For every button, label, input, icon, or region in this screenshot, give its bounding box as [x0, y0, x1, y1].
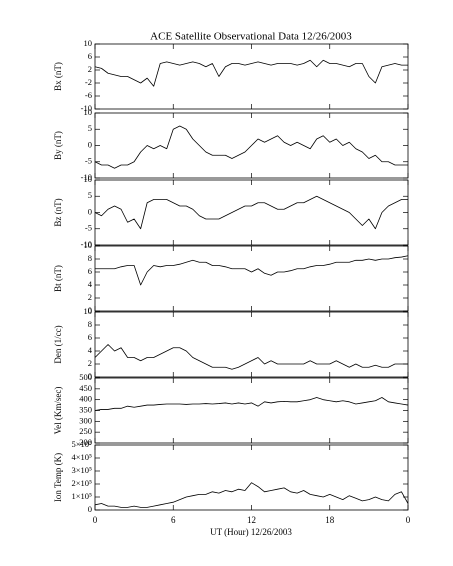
y-tick-label: 250 — [79, 426, 92, 436]
y-tick-label: 4 — [88, 345, 93, 355]
y-tick-label: 450 — [79, 383, 92, 393]
y-tick-label: 4 — [88, 279, 93, 289]
y-tick-label: 10 — [84, 38, 93, 48]
y-tick-label: -5 — [85, 223, 92, 233]
y-tick-label: 0 — [88, 504, 92, 514]
data-line — [94, 397, 409, 411]
data-line — [94, 482, 409, 508]
y-tick-label: 1×10⁵ — [71, 491, 92, 501]
y-axis-label: Bx (nT) — [53, 62, 63, 91]
x-tick-label: 0 — [406, 515, 411, 525]
y-tick-label: -10 — [81, 103, 92, 113]
y-tick-label: 0 — [88, 371, 92, 381]
y-tick-label: 8 — [88, 319, 92, 329]
y-axis-label: Bz (nT) — [53, 198, 63, 226]
y-tick-label: 0 — [88, 139, 92, 149]
y-tick-label: 500 — [79, 372, 92, 382]
y-tick-label: -2 — [85, 77, 92, 87]
x-tick-label: 0 — [93, 515, 98, 525]
y-axis-label: Den (1/cc) — [53, 325, 63, 363]
y-axis-label: Vel (Km/sec) — [53, 387, 63, 435]
x-tick-label: 6 — [171, 515, 176, 525]
y-axis-label: Bt (nT) — [53, 265, 63, 292]
panel-frame — [94, 179, 409, 246]
y-axis-label: By (nT) — [53, 131, 63, 160]
panel-frame — [94, 377, 409, 444]
y-tick-label: 5 — [88, 190, 92, 200]
y-tick-label: -6 — [85, 90, 92, 100]
data-line — [94, 195, 408, 230]
y-tick-label: -10 — [81, 172, 92, 182]
x-tick-label: 12 — [247, 515, 256, 525]
y-tick-label: 5 — [88, 123, 92, 133]
y-tick-label: 2 — [88, 358, 92, 368]
panel-frame — [94, 245, 409, 312]
y-tick-label: 6 — [88, 266, 92, 276]
chart-title: ACE Satellite Observational Data 12/26/2… — [150, 31, 352, 43]
y-tick-label: 6 — [88, 332, 92, 342]
y-tick-label: 5×10⁵ — [71, 439, 92, 449]
y-tick-label: 400 — [79, 394, 92, 404]
y-tick-label: 10 — [84, 174, 93, 184]
y-tick-label: 350 — [79, 404, 92, 414]
y-tick-label: 10 — [84, 240, 93, 250]
y-tick-label: 6 — [88, 51, 92, 61]
y-tick-label: 10 — [84, 306, 93, 316]
y-tick-label: 0 — [88, 206, 92, 216]
data-line — [94, 344, 408, 370]
y-tick-label: 2×10⁵ — [71, 478, 92, 488]
y-tick-label: 2 — [88, 292, 92, 302]
y-tick-label: 2 — [88, 64, 92, 74]
y-tick-label: 200 — [79, 437, 92, 447]
y-tick-label: -5 — [85, 156, 92, 166]
y-tick-label: -10 — [81, 239, 92, 249]
panel-frame — [94, 311, 409, 378]
x-axis-label: UT (Hour) 12/26/2003 — [210, 527, 292, 537]
y-tick-label: 4×10⁵ — [71, 452, 92, 462]
y-tick-label: 8 — [88, 253, 92, 263]
y-axis-label: Ion Temp (K) — [53, 453, 63, 502]
data-line — [95, 255, 409, 286]
y-tick-label: 0 — [88, 305, 92, 315]
panel-frame — [94, 43, 409, 110]
data-line — [94, 59, 408, 87]
data-line — [94, 125, 408, 169]
y-tick-label: 3×10⁵ — [71, 465, 92, 475]
y-tick-label: 10 — [84, 107, 93, 117]
x-tick-label: 18 — [325, 515, 335, 525]
y-tick-label: 300 — [79, 415, 92, 425]
